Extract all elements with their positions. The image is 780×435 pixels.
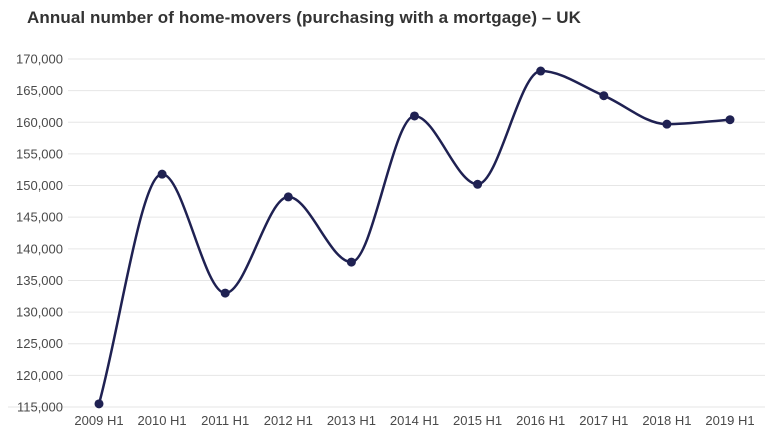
x-axis-tick-label: 2009 H1 [74, 413, 123, 428]
x-axis-tick-label: 2013 H1 [327, 413, 376, 428]
x-axis-tick-label: 2012 H1 [264, 413, 313, 428]
y-axis-tick-label: 145,000 [16, 210, 63, 225]
x-axis-tick-label: 2011 H1 [201, 413, 249, 428]
data-point-2011-h1 [220, 288, 230, 298]
data-point-2010-h1 [157, 169, 167, 179]
y-axis-tick-label: 135,000 [16, 273, 63, 288]
data-point-2016-h1 [536, 66, 546, 76]
y-axis-tick-label: 160,000 [16, 115, 63, 130]
y-axis-tick-label: 125,000 [16, 336, 63, 351]
y-axis-tick-label: 120,000 [16, 368, 63, 383]
y-axis-tick-label: 115,000 [17, 400, 63, 415]
y-axis-tick-label: 140,000 [16, 241, 63, 256]
data-point-2009-h1 [94, 399, 104, 409]
y-axis-tick-label: 130,000 [16, 305, 63, 320]
data-point-2019-h1 [725, 115, 735, 125]
data-point-2015-h1 [473, 179, 483, 189]
data-line-series [97, 69, 732, 406]
x-axis-tick-label: 2015 H1 [453, 413, 502, 428]
x-axis-tick-label: 2017 H1 [579, 413, 628, 428]
y-axis-tick-label: 150,000 [16, 178, 63, 193]
x-axis-tick-label: 2014 H1 [390, 413, 439, 428]
x-axis-tick-label: 2010 H1 [138, 413, 187, 428]
data-point-2012-h1 [283, 192, 293, 202]
data-point-2014-h1 [410, 111, 419, 121]
chart-title: Annual number of home-movers (purchasing… [27, 8, 582, 27]
y-axis-tick-label: 165,000 [16, 83, 63, 98]
x-axis-tick-label: 2019 H1 [705, 413, 754, 428]
y-axis-tick-label: 170,000 [16, 52, 63, 67]
x-axis-tick-label: 2018 H1 [642, 413, 691, 428]
data-point-2018-h1 [662, 119, 672, 129]
y-axis-tick-label: 155,000 [16, 146, 63, 161]
x-axis-tick-label: 2016 H1 [516, 413, 565, 428]
data-point-2013-h1 [346, 257, 356, 267]
data-point-2017-h1 [599, 91, 609, 101]
